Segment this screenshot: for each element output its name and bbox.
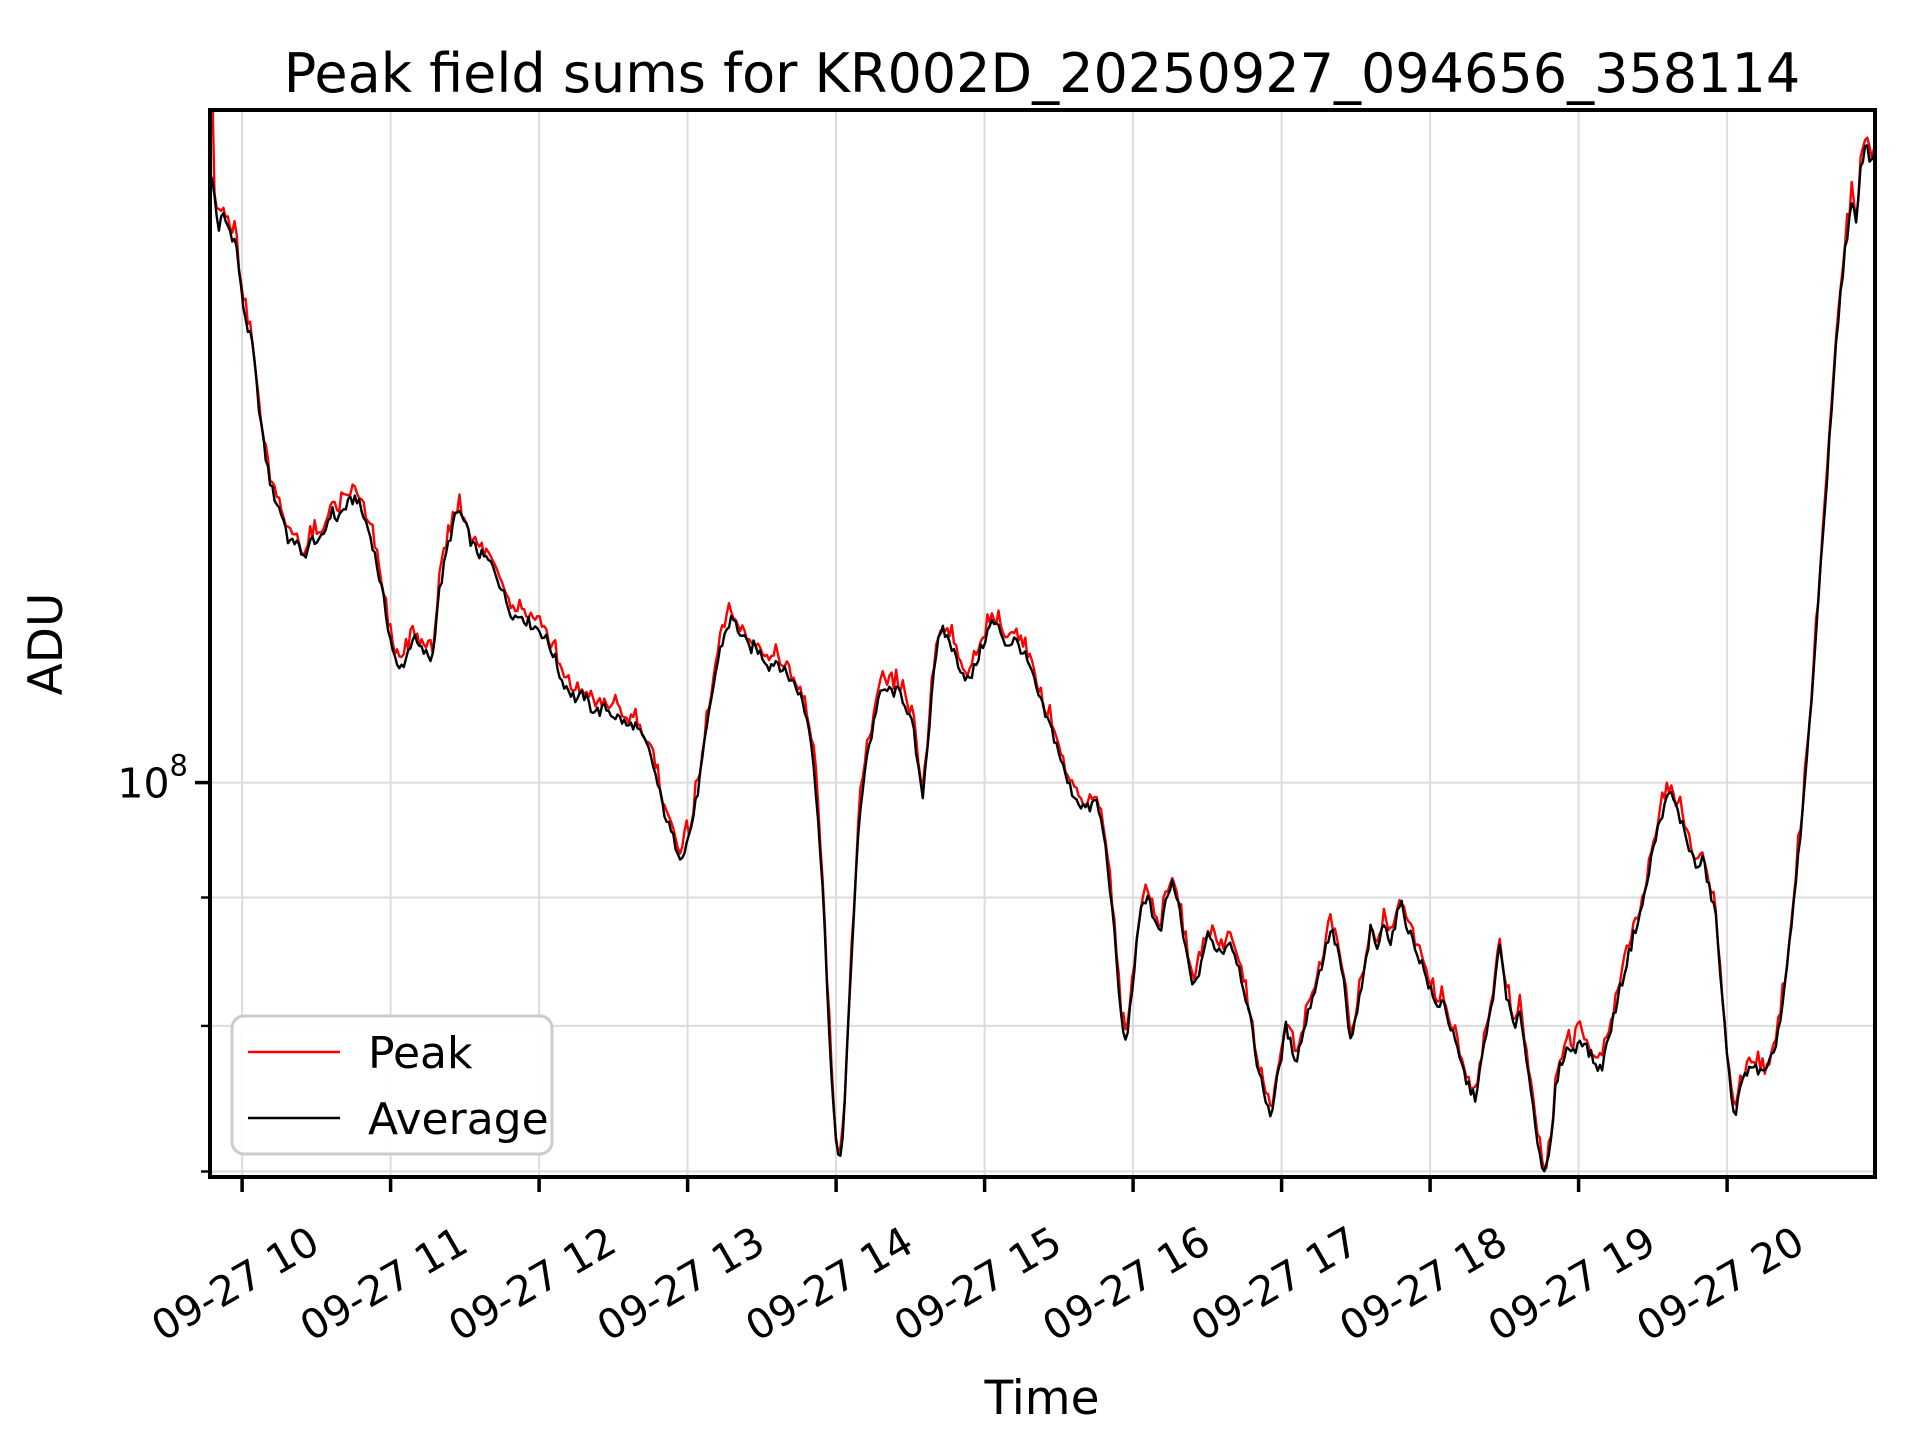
x-tick-label: 09-27 19 <box>1480 1217 1664 1351</box>
x-axis-label: Time <box>983 1371 1099 1426</box>
y-axis-label: ADU <box>19 593 74 696</box>
x-tick-label: 09-27 14 <box>737 1217 921 1351</box>
y-axis-ticks: 108 <box>117 749 210 1173</box>
plot-area <box>210 110 1875 1173</box>
axes-spines <box>208 108 1877 1179</box>
average-line <box>210 144 1875 1173</box>
x-tick-label: 09-27 15 <box>886 1217 1070 1351</box>
x-tick-label: 09-27 18 <box>1331 1217 1515 1351</box>
peak-line <box>211 110 1875 1172</box>
x-tick-label: 09-27 11 <box>292 1217 476 1351</box>
x-tick-label: 09-27 17 <box>1183 1217 1367 1351</box>
legend-average-label: Average <box>368 1094 549 1145</box>
x-tick-label: 09-27 10 <box>143 1217 327 1351</box>
legend-box <box>230 1014 554 1156</box>
x-tick-label: 09-27 16 <box>1034 1217 1218 1351</box>
x-tick-label: 09-27 12 <box>440 1217 624 1351</box>
chart-title: Peak field sums for KR002D_20250927_0946… <box>284 42 1800 105</box>
legend: Peak Average <box>230 1014 554 1156</box>
x-tick-label: 09-27 13 <box>589 1217 773 1351</box>
y-tick-exponent: 8 <box>170 749 188 783</box>
y-tick-mantissa: 10 <box>117 760 169 808</box>
legend-peak-label: Peak <box>368 1028 473 1079</box>
y-tick-label: 108 <box>117 749 188 808</box>
x-tick-label: 09-27 20 <box>1628 1217 1812 1351</box>
